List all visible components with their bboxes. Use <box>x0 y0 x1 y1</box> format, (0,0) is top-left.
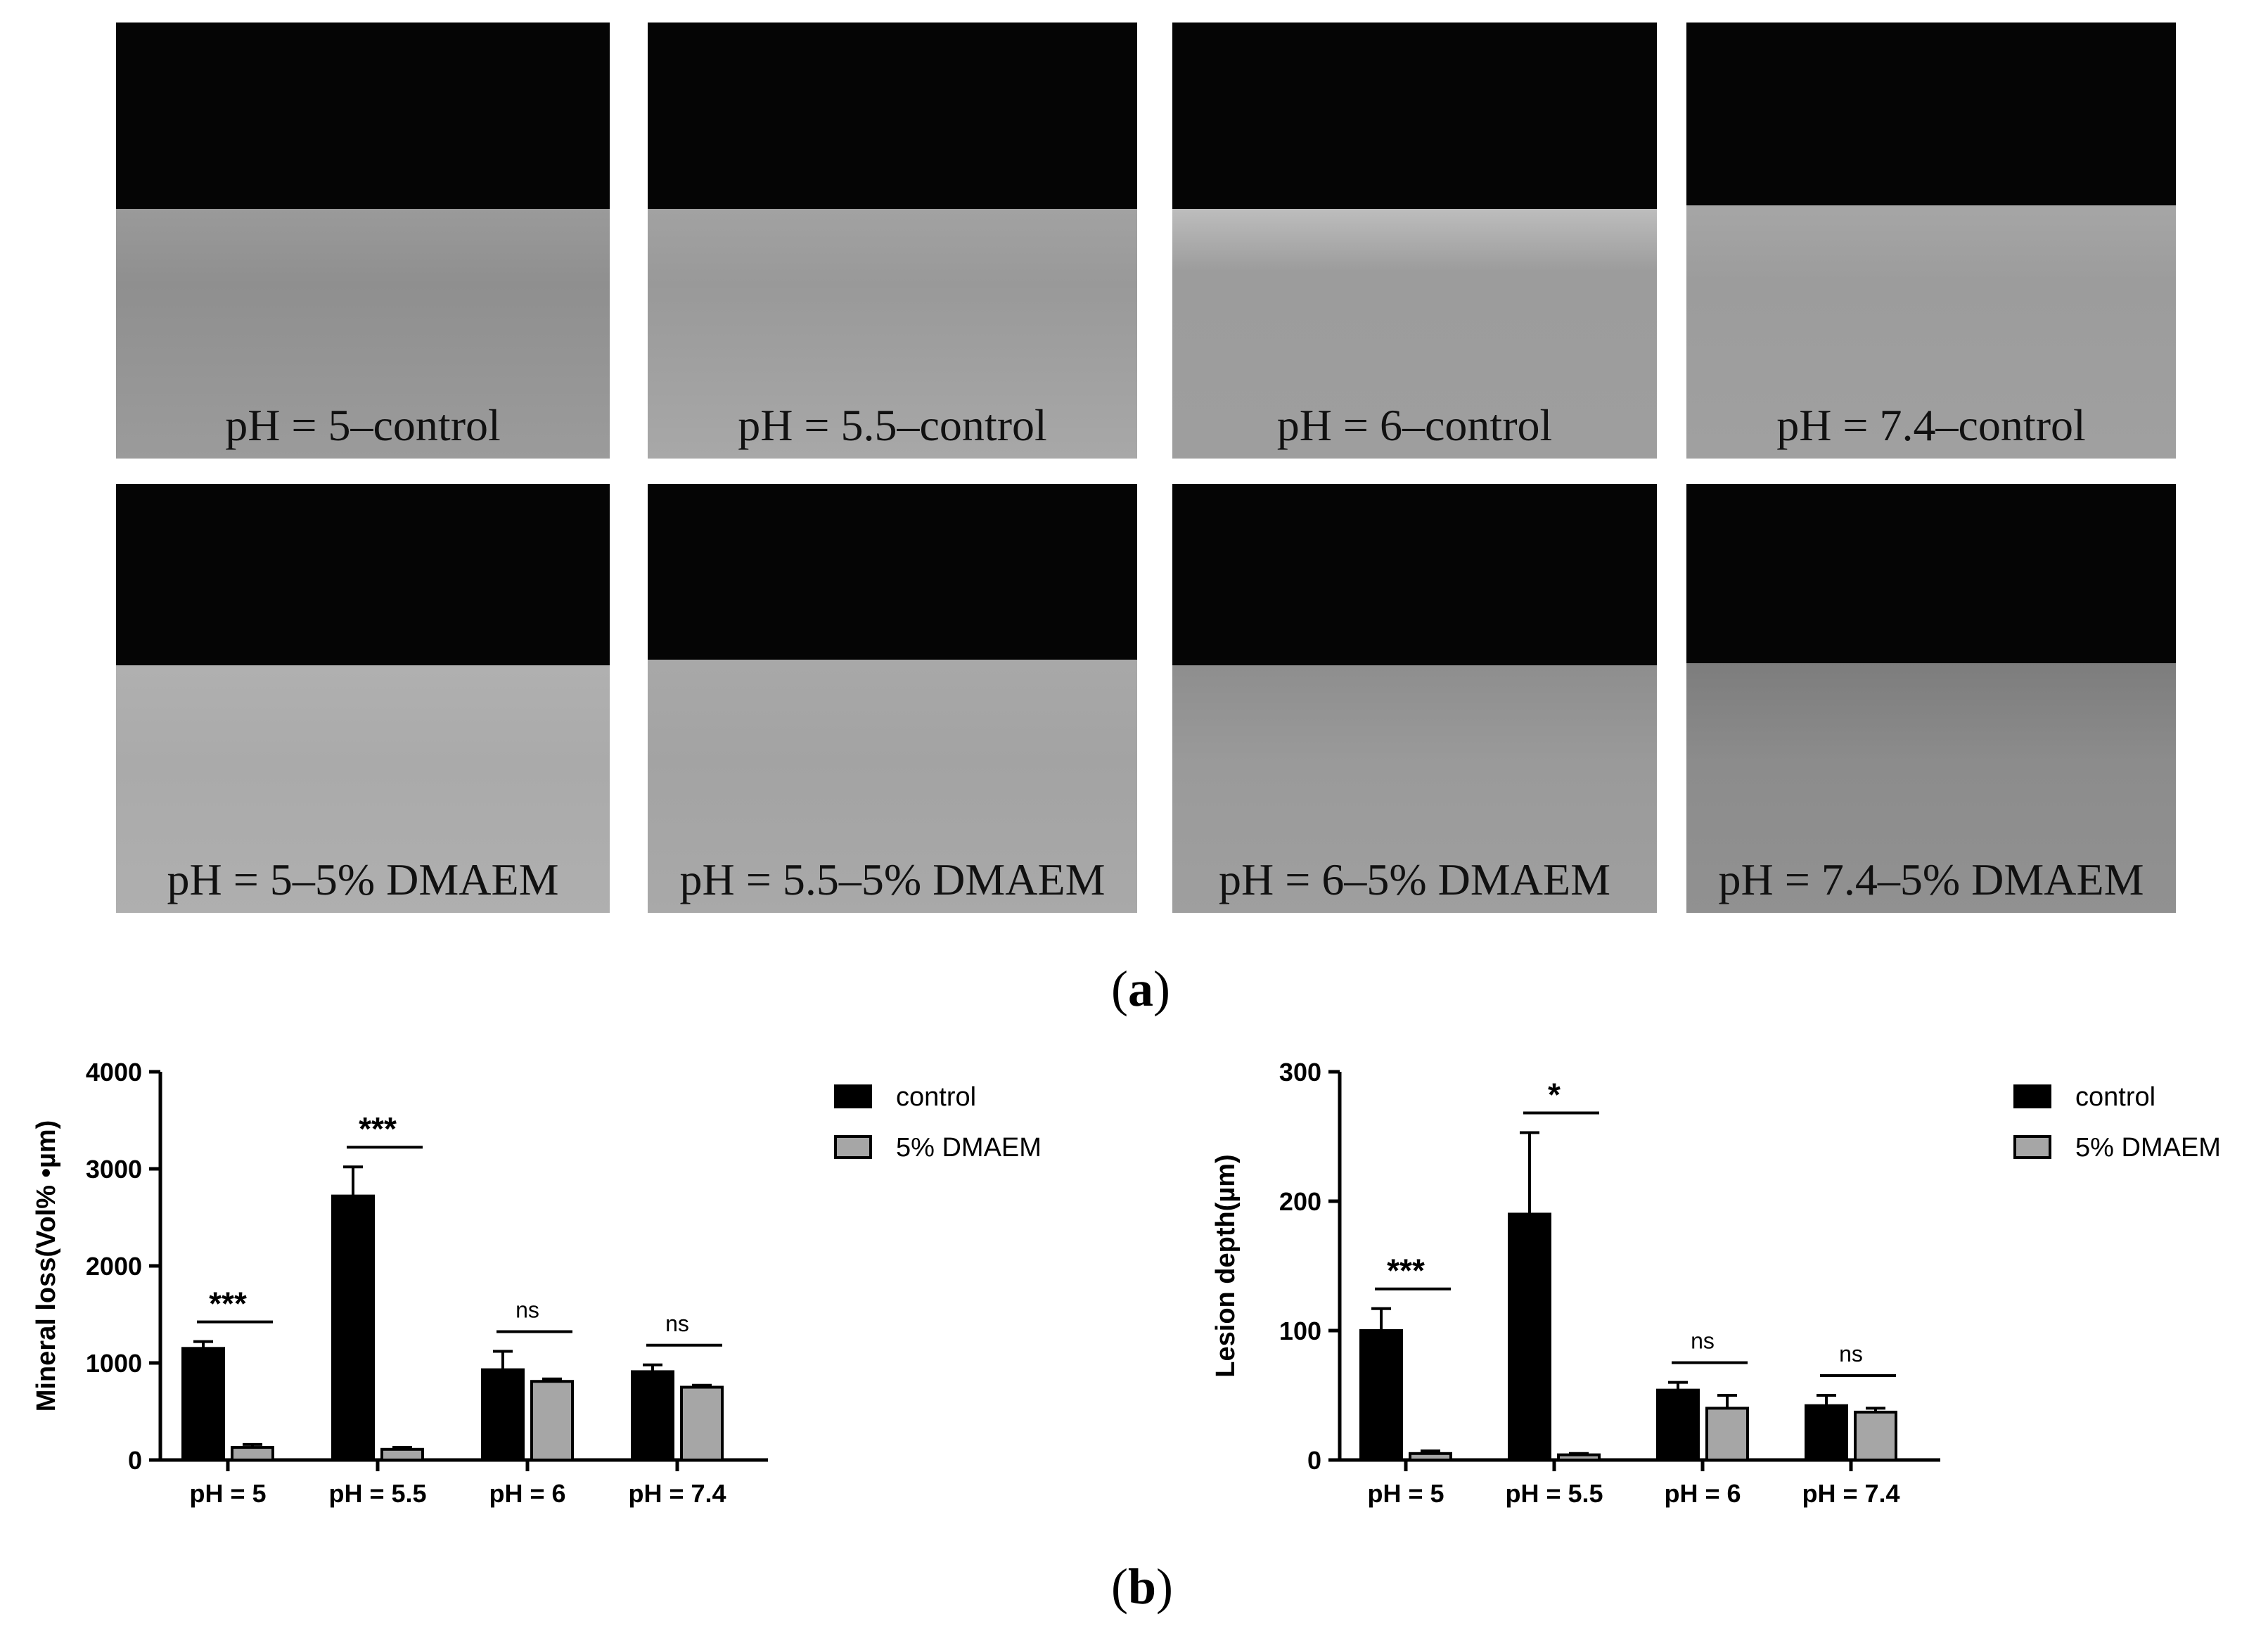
panel-label-a: (a) <box>1111 961 1170 1017</box>
bar-dmaem <box>380 1447 424 1462</box>
xray-image-1: pH = 5–control <box>116 23 610 459</box>
bar-dmaem <box>680 1385 724 1461</box>
x-tick-label: pH = 7.4 <box>1802 1479 1899 1508</box>
xray-image-8: pH = 7.4–5% DMAEM <box>1686 484 2176 913</box>
significance-label: ns <box>515 1297 539 1322</box>
x-tick-label: pH = 6 <box>489 1479 565 1508</box>
legend-swatch <box>2013 1135 2051 1159</box>
y-tick-label: 200 <box>1279 1187 1321 1216</box>
y-tick-label: 1000 <box>86 1349 142 1378</box>
xray-image-7: pH = 6–5% DMAEM <box>1172 484 1657 913</box>
x-tick-label: pH = 7.4 <box>628 1479 726 1508</box>
bar-control <box>481 1368 525 1461</box>
significance-label: ns <box>1691 1328 1715 1354</box>
xray-image-5: pH = 5–5% DMAEM <box>116 484 610 913</box>
bar-dmaem <box>530 1380 574 1461</box>
significance-label: *** <box>1387 1253 1425 1289</box>
bar-control <box>1656 1388 1700 1462</box>
xray-image-6: pH = 5.5–5% DMAEM <box>648 484 1137 913</box>
x-tick-label: pH = 5.5 <box>1505 1479 1603 1508</box>
x-tick-label: pH = 5 <box>189 1479 266 1508</box>
x-tick-label: pH = 5 <box>1367 1479 1444 1508</box>
y-tick-label: 0 <box>1307 1446 1321 1475</box>
bar-control <box>331 1194 375 1461</box>
legend-label: 5% DMAEM <box>2075 1133 2221 1163</box>
x-tick-label: pH = 5.5 <box>328 1479 426 1508</box>
significance-label: *** <box>359 1110 397 1147</box>
bar-control <box>1805 1404 1848 1461</box>
y-tick-label: 3000 <box>86 1155 142 1184</box>
significance-label: *** <box>209 1286 247 1322</box>
image-caption: pH = 7.4–5% DMAEM <box>1718 854 2144 904</box>
bar-control <box>1359 1329 1403 1461</box>
xray-image-2: pH = 5.5–control <box>648 23 1137 459</box>
image-caption: pH = 5.5–5% DMAEM <box>679 854 1106 904</box>
image-caption: pH = 6–5% DMAEM <box>1219 854 1610 904</box>
bar-control <box>181 1347 225 1461</box>
image-caption: pH = 6–control <box>1276 400 1553 450</box>
y-tick-label: 2000 <box>86 1252 142 1281</box>
image-caption: pH = 5–control <box>225 400 501 450</box>
legend-label: control <box>896 1082 976 1112</box>
bar-control <box>631 1370 674 1462</box>
y-tick-label: 300 <box>1279 1058 1321 1087</box>
significance-label: ns <box>665 1311 689 1336</box>
legend-swatch <box>834 1135 872 1159</box>
y-tick-label: 100 <box>1279 1317 1321 1345</box>
legend-label: 5% DMAEM <box>896 1133 1042 1163</box>
significance-label: ns <box>1839 1341 1863 1366</box>
image-caption: pH = 7.4–control <box>1776 400 2086 450</box>
bar-control <box>1508 1212 1551 1461</box>
bar-dmaem <box>231 1446 274 1461</box>
bar-dmaem <box>1854 1410 1897 1461</box>
y-tick-label: 4000 <box>86 1058 142 1087</box>
legend-label: control <box>2075 1082 2155 1112</box>
bar-dmaem <box>1557 1453 1601 1462</box>
image-caption: pH = 5–5% DMAEM <box>167 854 559 904</box>
bar-dmaem <box>1705 1407 1749 1462</box>
panel-label-b: (b) <box>1111 1558 1174 1615</box>
legend-swatch <box>834 1084 872 1108</box>
xray-image-4: pH = 7.4–control <box>1686 23 2176 459</box>
y-axis-label: Lesion depth(µm) <box>1211 1154 1241 1377</box>
y-axis-label: Mineral loss(Vol% •µm) <box>32 1120 61 1412</box>
legend-swatch <box>2013 1084 2051 1108</box>
image-caption: pH = 5.5–control <box>738 400 1047 450</box>
xray-image-3: pH = 6–control <box>1172 23 1657 459</box>
y-tick-label: 0 <box>128 1446 142 1475</box>
x-tick-label: pH = 6 <box>1664 1479 1741 1508</box>
significance-label: * <box>1548 1076 1561 1113</box>
bar-dmaem <box>1409 1452 1452 1461</box>
